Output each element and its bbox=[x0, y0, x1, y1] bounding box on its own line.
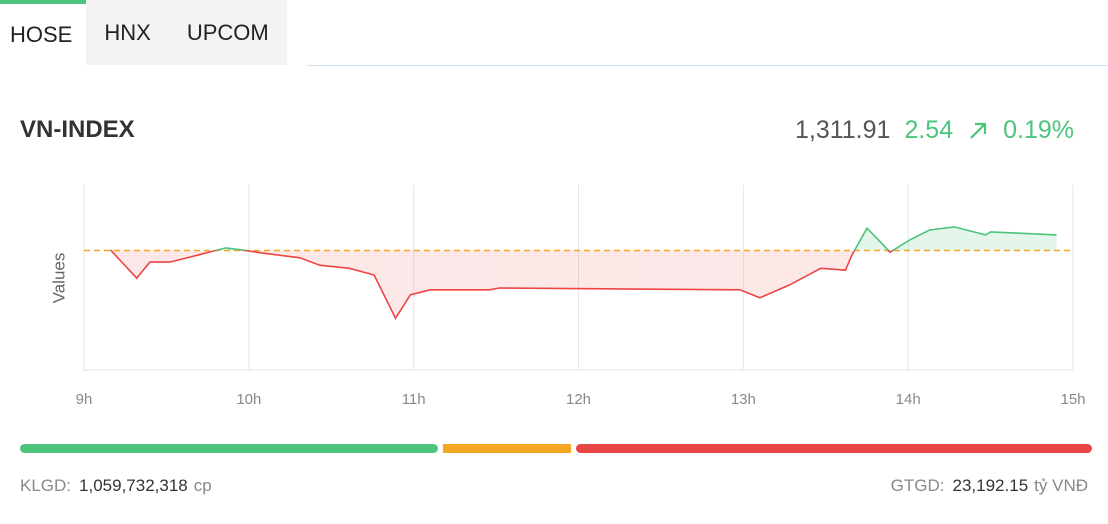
index-value: 1,311.91 bbox=[794, 116, 891, 144]
trade-value-amount: 23,192.15 bbox=[952, 476, 1029, 495]
decline-segment bbox=[576, 444, 1092, 453]
index-change: 2.54 bbox=[904, 116, 954, 144]
trade-value-label: GTGD: bbox=[890, 476, 945, 495]
tab-divider bbox=[307, 65, 1108, 66]
x-tick-label: 15h bbox=[1060, 391, 1085, 408]
index-percent: 0.19% bbox=[1003, 116, 1074, 144]
volume-unit: cp bbox=[193, 476, 212, 495]
x-tick-label: 9h bbox=[76, 391, 93, 408]
tab[interactable]: UPCOM bbox=[168, 0, 287, 65]
price-line bbox=[109, 226, 1057, 320]
index-values: 1,311.91 2.54 0.19% bbox=[795, 116, 1074, 145]
up-arrow bbox=[970, 122, 987, 139]
index-name: VN-INDEX bbox=[20, 116, 135, 143]
tabs: HOSE HNX UPCOM bbox=[0, 0, 287, 65]
x-tick-label: 14h bbox=[896, 391, 921, 408]
x-tick-label: 12h bbox=[566, 391, 591, 408]
volume-value: 1,059,732,318 bbox=[79, 476, 188, 495]
chart: Values 9h 10h 11h 12h 13h 14h 15h bbox=[49, 185, 1086, 408]
volume-label: KLGD: bbox=[20, 476, 72, 495]
tab[interactable]: HNX bbox=[86, 0, 169, 65]
trade-value: GTGD: 23,192.15 tỷ VNĐ bbox=[891, 476, 1088, 496]
x-tick-label: 13h bbox=[731, 391, 756, 408]
volume: KLGD: 1,059,732,318 cp bbox=[20, 476, 212, 496]
area bbox=[110, 226, 1057, 319]
y-axis-label: Values bbox=[49, 253, 68, 304]
unchanged-segment bbox=[443, 444, 571, 453]
x-tick-label: 11h bbox=[402, 391, 426, 408]
trade-value-unit: tỷ VNĐ bbox=[1034, 476, 1088, 495]
tab[interactable]: HOSE bbox=[0, 0, 87, 65]
advance-segment bbox=[20, 444, 438, 453]
breadth-bar bbox=[20, 444, 1092, 453]
x-tick-label: 10h bbox=[236, 391, 261, 408]
